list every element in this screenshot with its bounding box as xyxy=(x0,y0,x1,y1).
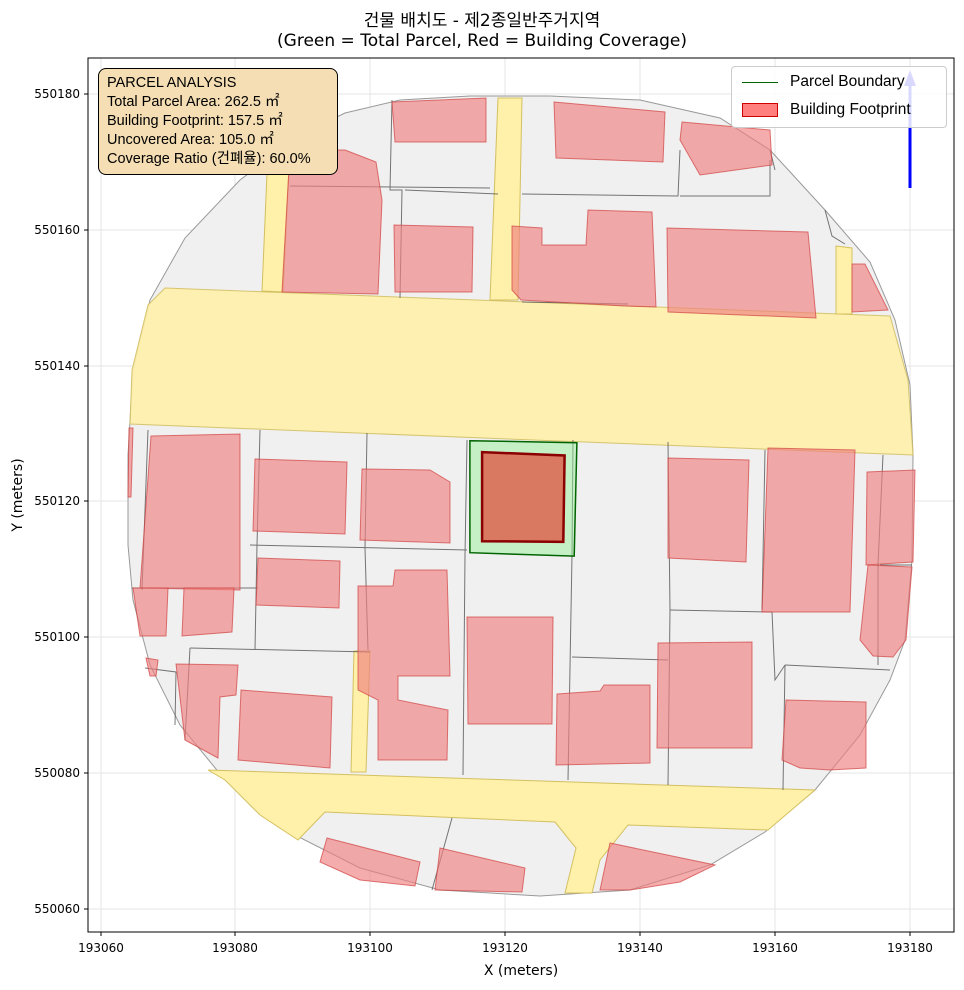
target-building xyxy=(480,450,566,544)
building xyxy=(553,101,666,163)
chart-title: 건물 배치도 - 제2종일반주거지역 xyxy=(363,11,601,31)
legend-item-building: Building Footprint xyxy=(742,99,911,121)
x-tick-label: 193180 xyxy=(887,941,933,955)
building xyxy=(666,227,817,319)
parcel-line xyxy=(784,664,891,671)
building xyxy=(252,458,348,535)
building xyxy=(761,447,856,613)
y-tick-label: 550100 xyxy=(34,630,80,644)
parcel-analysis-box: PARCEL ANALYSIS Total Parcel Area: 262.5… xyxy=(98,68,338,175)
y-tick-label: 550120 xyxy=(34,494,80,508)
building xyxy=(175,663,239,759)
x-tick-labels: 193060 193080 193100 193120 193140 19316… xyxy=(78,941,933,955)
y-tick-label: 550080 xyxy=(34,766,80,780)
x-tick-label: 193120 xyxy=(482,941,528,955)
building xyxy=(466,616,554,725)
footprint-text: Building Footprint: 157.5 ㎡ xyxy=(107,113,283,129)
road-horizontal xyxy=(129,287,914,456)
building xyxy=(667,457,750,563)
building xyxy=(859,564,913,658)
building xyxy=(865,469,916,566)
building xyxy=(132,587,169,637)
building xyxy=(656,641,753,749)
building xyxy=(434,847,526,893)
building xyxy=(255,557,341,609)
coverage-text: Coverage Ratio (건폐율): 60.0% xyxy=(107,151,311,167)
building xyxy=(357,569,451,761)
building xyxy=(391,97,487,143)
legend-label-parcel: Parcel Boundary xyxy=(790,73,905,90)
parcel-line xyxy=(249,544,468,551)
total-area-text: Total Parcel Area: 262.5 ㎡ xyxy=(107,94,280,110)
building xyxy=(851,263,889,313)
legend-item-parcel: Parcel Boundary xyxy=(742,71,905,93)
y-axis-label: Y (meters) xyxy=(10,458,26,532)
y-tick-label: 550160 xyxy=(34,223,80,237)
analysis-heading: PARCEL ANALYSIS xyxy=(107,75,237,91)
building xyxy=(555,684,651,766)
building xyxy=(511,209,657,308)
parcel-line-swatch xyxy=(742,81,778,83)
x-tick-label: 193140 xyxy=(617,941,663,955)
parcel-line xyxy=(189,647,371,653)
building xyxy=(781,699,867,771)
building xyxy=(237,689,333,769)
x-tick-label: 193160 xyxy=(752,941,798,955)
building xyxy=(181,587,235,637)
building xyxy=(679,121,773,176)
x-tick-label: 193100 xyxy=(347,941,393,955)
building xyxy=(127,427,134,498)
parcel-line xyxy=(571,656,669,661)
x-tick-label: 193080 xyxy=(212,941,258,955)
uncovered-text: Uncovered Area: 105.0 ㎡ xyxy=(107,132,274,148)
building xyxy=(139,433,241,591)
parcel-line xyxy=(680,160,771,197)
parcel-line xyxy=(669,609,786,682)
legend-label-building: Building Footprint xyxy=(790,101,911,118)
buildings xyxy=(127,97,916,893)
y-tick-label: 550060 xyxy=(34,902,80,916)
building-patch-swatch xyxy=(742,103,778,117)
building xyxy=(319,837,421,887)
parcel-line xyxy=(521,149,681,197)
legend: Parcel Boundary Building Footprint xyxy=(731,66,947,128)
building xyxy=(599,842,717,891)
parcel-line xyxy=(404,189,499,195)
y-tick-labels: 550060 550080 550100 550120 550140 55016… xyxy=(34,87,80,916)
tick-marks xyxy=(84,93,911,936)
roads xyxy=(129,97,914,894)
chart-subtitle: (Green = Total Parcel, Red = Building Co… xyxy=(277,31,687,51)
x-tick-label: 193060 xyxy=(78,941,124,955)
building xyxy=(145,657,159,677)
y-tick-label: 550180 xyxy=(34,87,80,101)
y-tick-label: 550140 xyxy=(34,359,80,373)
x-axis-label: X (meters) xyxy=(484,963,558,979)
plot-frame xyxy=(87,57,955,933)
road-south xyxy=(207,769,817,894)
parcel-line xyxy=(462,439,468,776)
road-north-east xyxy=(835,245,853,315)
building xyxy=(359,468,451,544)
building xyxy=(393,224,474,293)
parcel-line xyxy=(761,449,766,611)
